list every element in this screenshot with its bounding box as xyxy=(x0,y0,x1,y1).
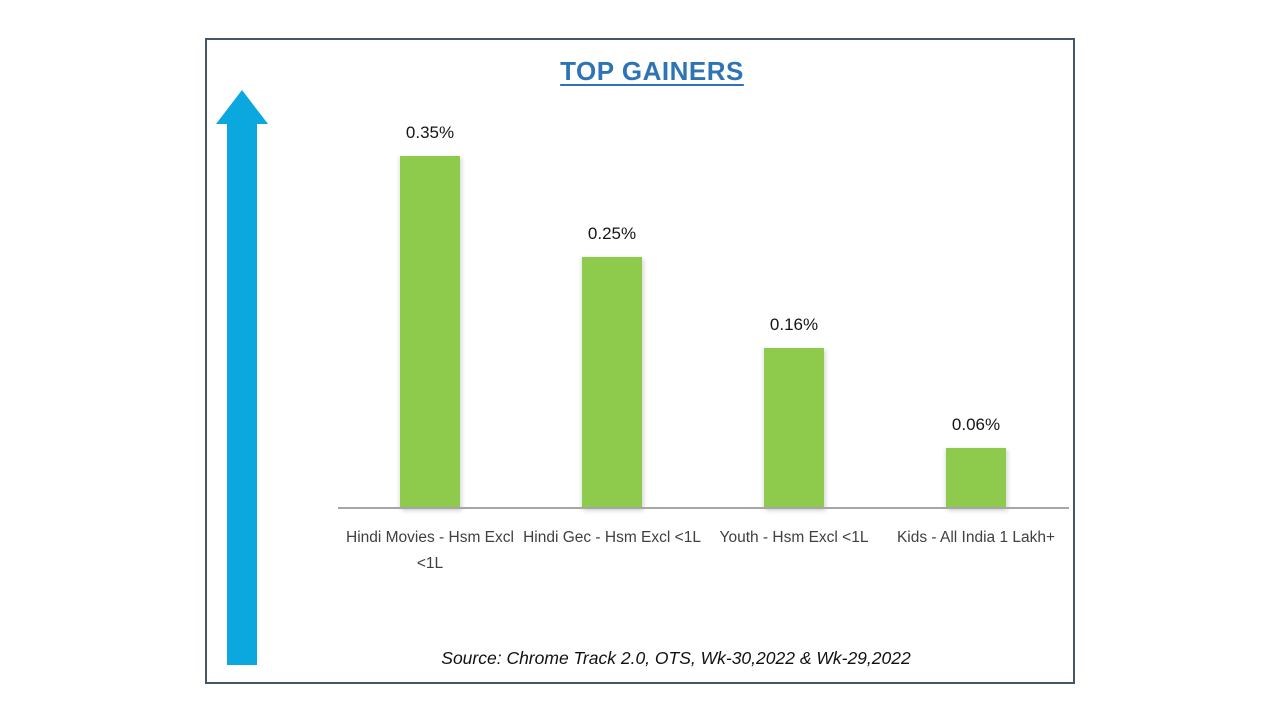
bar xyxy=(764,348,824,509)
bar xyxy=(400,156,460,509)
source-note: Source: Chrome Track 2.0, OTS, Wk-30,202… xyxy=(441,648,911,668)
category-labels: Hindi Movies - Hsm Excl <1L Hindi Gec - H… xyxy=(339,525,1067,576)
bar xyxy=(946,448,1006,509)
x-axis-line xyxy=(338,507,1069,509)
plot-area: 0.35% 0.25% 0.16% 0.06% xyxy=(339,40,1067,509)
category-label: Hindi Gec - Hsm Excl <1L xyxy=(523,529,701,546)
bar-value-label: 0.06% xyxy=(951,415,1001,434)
chart-frame: TOP GAINERS 0.35% 0.25% 0.16% 0.06% Hindi M… xyxy=(205,38,1075,684)
category-label: Hindi Movies - Hsm Excl <1L xyxy=(346,529,514,572)
up-arrow-shape xyxy=(216,90,268,665)
chart-title: TOP GAINERS xyxy=(560,56,744,86)
bar-value-label: 0.35% xyxy=(405,123,455,142)
bar-group: 0.16% xyxy=(703,40,885,509)
bar-group: 0.06% xyxy=(885,40,1067,509)
category-label: Youth - Hsm Excl <1L xyxy=(719,529,869,546)
bar-value-label: 0.16% xyxy=(769,315,819,334)
bar-value-label: 0.25% xyxy=(587,224,637,243)
bar xyxy=(582,257,642,509)
category-label: Kids - All India 1 Lakh+ xyxy=(896,529,1056,546)
up-arrow-icon xyxy=(216,90,268,665)
bar-group: 0.25% xyxy=(521,40,703,509)
bar-group: 0.35% xyxy=(339,40,521,509)
